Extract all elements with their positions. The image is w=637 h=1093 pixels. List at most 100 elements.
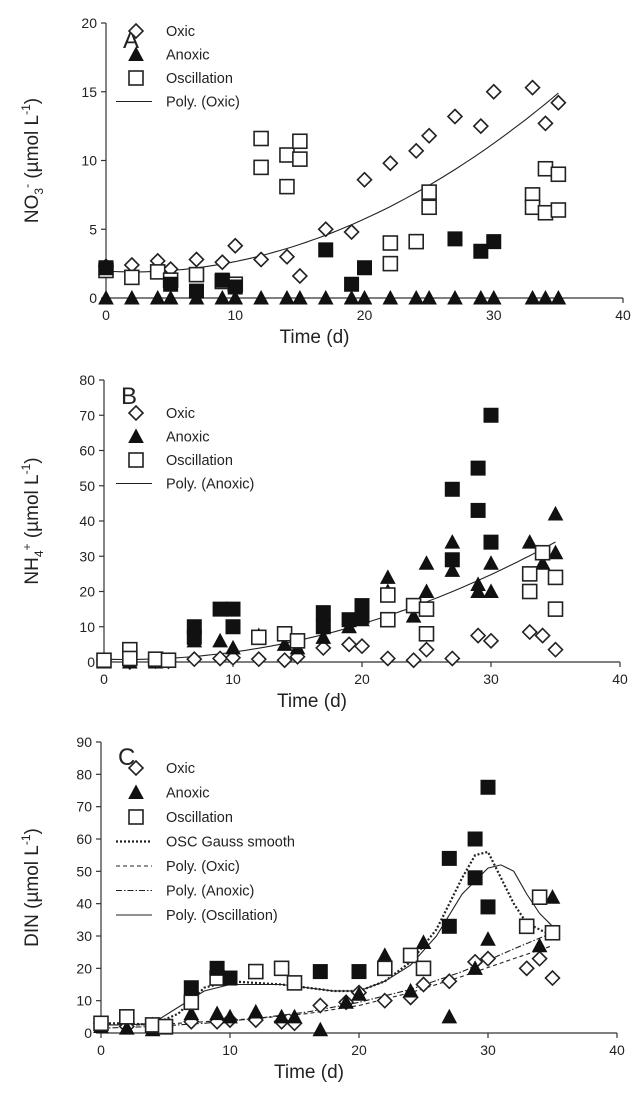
- data-point: [521, 566, 538, 582]
- data-point: [379, 569, 396, 584]
- y-tick-label: 40: [79, 513, 95, 529]
- data-point: [531, 950, 548, 967]
- data-point: [472, 289, 489, 305]
- data-point: [415, 934, 432, 949]
- data-point: [289, 633, 306, 649]
- data-point: [292, 133, 308, 150]
- data-point: [188, 266, 205, 283]
- data-point: [444, 552, 460, 568]
- data-point: [227, 279, 243, 295]
- x-axis-label: Time (d): [274, 1062, 344, 1083]
- data-point: [405, 608, 422, 623]
- data-point: [547, 544, 564, 560]
- data-point: [379, 611, 396, 628]
- legend-item: Poly. (Anoxic): [116, 477, 254, 493]
- y-axis-label: NH4+ (µmol L-1): [19, 457, 46, 584]
- data-point: [444, 650, 461, 667]
- data-point: [98, 260, 114, 276]
- data-point: [408, 289, 425, 305]
- data-point: [279, 178, 295, 195]
- data-point: [550, 202, 567, 218]
- legend-label: Poly. (Anoxic): [166, 884, 254, 900]
- series-line: [101, 945, 553, 1026]
- y-tick-label: 30: [79, 548, 95, 564]
- legend-label: Poly. (Oxic): [166, 859, 240, 875]
- data-point: [163, 276, 179, 292]
- y-tick-label: 70: [76, 799, 92, 815]
- y-tick-label: 50: [76, 863, 92, 879]
- data-point: [444, 534, 461, 549]
- data-point: [343, 223, 360, 241]
- data-point: [483, 407, 499, 423]
- y-tick-label: 10: [81, 153, 97, 169]
- data-point: [247, 1003, 264, 1019]
- legend-label: Anoxic: [166, 430, 210, 446]
- data-point: [376, 947, 393, 962]
- data-point: [147, 651, 164, 667]
- y-tick-label: 90: [76, 734, 92, 750]
- data-point: [486, 234, 502, 250]
- data-point: [521, 534, 538, 549]
- data-point: [162, 289, 179, 305]
- legend-label: Poly. (Oxic): [166, 95, 240, 111]
- data-point: [446, 108, 464, 125]
- data-point: [315, 639, 332, 657]
- legend-label: Oxic: [166, 24, 195, 40]
- data-point: [124, 269, 140, 286]
- data-point: [279, 147, 295, 163]
- data-point: [376, 992, 393, 1009]
- data-point: [480, 931, 496, 946]
- data-point: [531, 937, 548, 953]
- data-point: [214, 254, 231, 271]
- x-tick-label: 30: [480, 1042, 496, 1058]
- data-point: [444, 562, 461, 577]
- data-point: [286, 975, 303, 991]
- data-point: [186, 629, 202, 645]
- data-point: [418, 555, 435, 570]
- data-point: [318, 242, 334, 258]
- data-point: [544, 924, 561, 941]
- data-point: [524, 289, 541, 305]
- data-point: [225, 639, 241, 655]
- data-point: [470, 502, 486, 518]
- data-point: [544, 889, 561, 904]
- data-point: [483, 583, 499, 598]
- data-point: [315, 629, 332, 644]
- x-tick-label: 0: [102, 307, 110, 323]
- x-tick-label: 20: [354, 671, 370, 687]
- data-point: [312, 964, 328, 980]
- data-point: [534, 544, 551, 561]
- data-point: [547, 569, 564, 586]
- data-point: [382, 235, 399, 251]
- data-point: [441, 1008, 458, 1024]
- panel-label: B: [121, 383, 137, 410]
- data-point: [279, 289, 295, 305]
- data-point: [357, 260, 372, 276]
- data-point: [276, 652, 293, 669]
- legend-item: Poly. (Anoxic): [116, 884, 254, 900]
- data-point: [124, 289, 140, 305]
- legend-marker: [127, 759, 145, 777]
- data-point: [441, 918, 457, 934]
- data-point: [183, 994, 200, 1011]
- data-point: [469, 627, 487, 644]
- y-tick-label: 10: [76, 993, 92, 1009]
- data-point: [253, 289, 269, 305]
- legend-label: Oscillation: [166, 71, 233, 87]
- data-point: [119, 1009, 135, 1025]
- data-point: [340, 636, 358, 653]
- legend-label: Oxic: [166, 761, 195, 777]
- y-tick-label: 15: [81, 84, 97, 100]
- data-point: [292, 151, 308, 167]
- legend-label: Poly. (Oscillation): [166, 908, 278, 924]
- data-point: [276, 625, 293, 642]
- data-point: [227, 289, 244, 305]
- x-tick-label: 40: [612, 671, 628, 687]
- data-point: [534, 627, 551, 644]
- legend-label: Oxic: [166, 406, 195, 422]
- data-point: [317, 289, 334, 305]
- data-point: [408, 142, 425, 160]
- data-point: [183, 980, 199, 996]
- data-point: [276, 636, 293, 651]
